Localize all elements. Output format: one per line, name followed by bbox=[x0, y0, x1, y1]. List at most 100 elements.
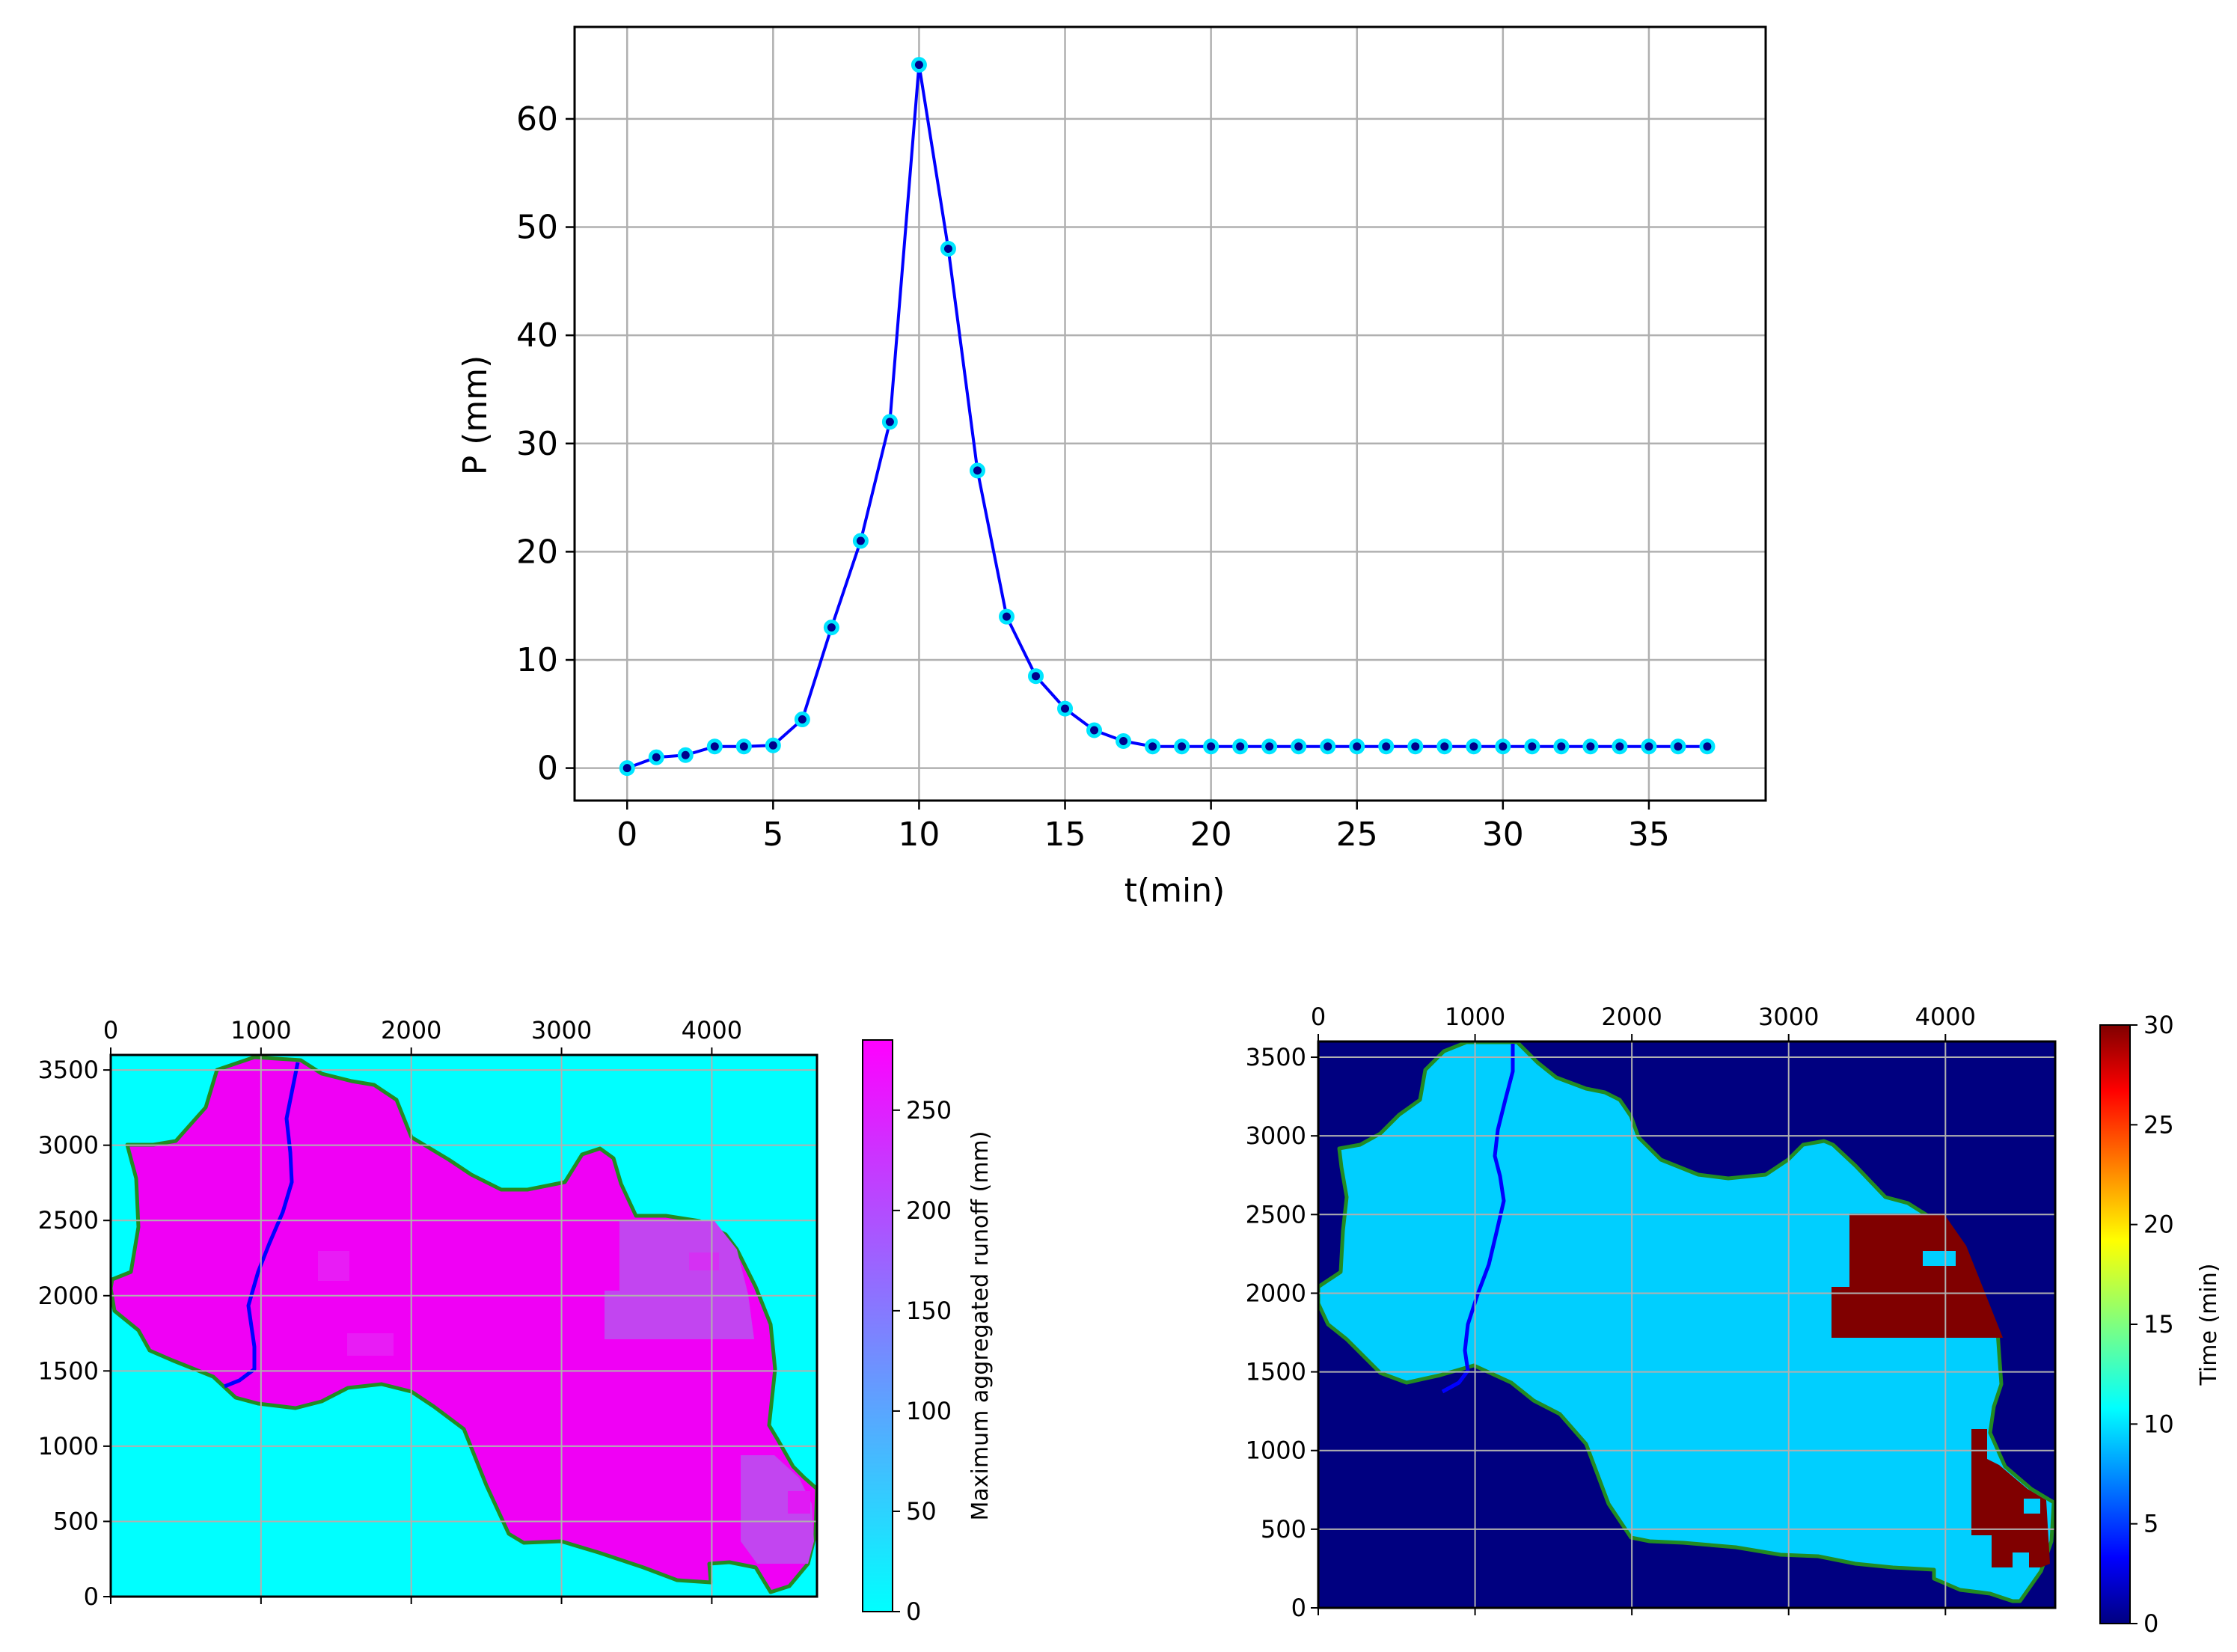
y-tick-label: 1000 bbox=[1246, 1437, 1306, 1465]
map1-grid bbox=[110, 1055, 817, 1597]
x-tick-label: 25 bbox=[1336, 816, 1378, 854]
data-point bbox=[1232, 738, 1249, 755]
y-tick-label: 1500 bbox=[1246, 1358, 1306, 1386]
y-tick-label: 2500 bbox=[1246, 1200, 1306, 1229]
x-tick-label: 10 bbox=[898, 816, 940, 854]
y-tick-label: 1000 bbox=[38, 1432, 99, 1460]
y-tick-label: 0 bbox=[1291, 1594, 1306, 1622]
colorbar-tick-label: 0 bbox=[2143, 1609, 2158, 1638]
colorbar-tick-label: 0 bbox=[906, 1597, 921, 1626]
data-point bbox=[998, 608, 1015, 625]
map1-colorbar-label: Maximum aggregated runoff (mm) bbox=[967, 1131, 994, 1521]
map2-frame bbox=[1317, 1040, 2057, 1609]
map1-colorbar bbox=[862, 1039, 893, 1612]
data-point bbox=[1582, 738, 1599, 755]
colorbar-tick-label: 30 bbox=[2143, 1011, 2174, 1039]
y-tick-label: 10 bbox=[516, 641, 558, 679]
x-tick-label: 20 bbox=[1190, 816, 1232, 854]
y-tick-label: 3500 bbox=[1246, 1043, 1306, 1071]
x-tick-label: 0 bbox=[1311, 1003, 1326, 1031]
map1-x-ticks: 0 1000 2000 3000 4000 bbox=[103, 1016, 742, 1604]
x-tick-label: 0 bbox=[103, 1016, 118, 1044]
data-point bbox=[765, 737, 781, 753]
data-point bbox=[1028, 668, 1044, 685]
y-tick-label: 1500 bbox=[38, 1356, 99, 1385]
runoff-map: 0 1000 2000 3000 4000 0500100015002000250030… bbox=[38, 1016, 994, 1626]
y-tick-label: 20 bbox=[516, 533, 558, 571]
data-point bbox=[794, 712, 810, 728]
y-tick-label: 500 bbox=[53, 1507, 99, 1535]
map1-colorbar-ticks: 0 50 100 150 200 250 bbox=[893, 1096, 952, 1626]
y-tick-label: 3500 bbox=[38, 1056, 99, 1084]
x-tick-label: 30 bbox=[1482, 816, 1524, 854]
y-tick-label: 2000 bbox=[1246, 1279, 1306, 1307]
data-point bbox=[648, 749, 664, 765]
colorbar-tick-label: 250 bbox=[906, 1096, 952, 1125]
chart1-x-ticks: 0 5 10 15 20 25 30 35 bbox=[616, 801, 1670, 854]
y-tick-label: 0 bbox=[537, 750, 558, 788]
y-tick-label: 30 bbox=[516, 425, 558, 463]
map1-stream bbox=[224, 1062, 300, 1389]
data-point bbox=[1116, 732, 1132, 749]
data-point bbox=[1291, 738, 1307, 755]
map2-stream bbox=[1441, 1044, 1515, 1394]
map1-y-ticks: 0 500 1000 1500 2000 2500 3000 3500 bbox=[38, 1056, 111, 1611]
data-point bbox=[1524, 738, 1540, 755]
colorbar-tick-label: 5 bbox=[2143, 1510, 2158, 1538]
data-point bbox=[1466, 738, 1482, 755]
x-tick-label: 4000 bbox=[682, 1016, 742, 1044]
x-tick-label: 5 bbox=[762, 816, 783, 854]
colorbar-tick-label: 100 bbox=[906, 1397, 952, 1425]
series-line bbox=[626, 64, 1707, 770]
y-tick-label: 50 bbox=[516, 209, 558, 247]
x-tick-label: 35 bbox=[1628, 816, 1670, 854]
data-point bbox=[735, 738, 752, 755]
map2-cells-northeast bbox=[1831, 1214, 2003, 1338]
x-tick-label: 4000 bbox=[1915, 1003, 1976, 1031]
colorbar-tick-label: 20 bbox=[2143, 1211, 2174, 1239]
y-tick-label: 3000 bbox=[1246, 1122, 1306, 1150]
data-point bbox=[1670, 738, 1686, 755]
chart1-frame bbox=[573, 25, 1767, 802]
colorbar-tick-label: 200 bbox=[906, 1196, 952, 1225]
map2-colorbar bbox=[2099, 1024, 2131, 1624]
y-axis-label: P (mm) bbox=[456, 355, 495, 476]
map2-cell-inner bbox=[2024, 1499, 2040, 1514]
map1-patch-small bbox=[788, 1491, 810, 1514]
y-tick-label: 0 bbox=[84, 1582, 99, 1611]
data-point bbox=[1612, 738, 1628, 755]
data-point bbox=[940, 240, 956, 257]
map2-colorbar-label: Time (min) bbox=[2196, 1264, 2222, 1386]
y-tick-label: 40 bbox=[516, 316, 558, 355]
x-tick-label: 2000 bbox=[381, 1016, 441, 1044]
data-point bbox=[1553, 738, 1570, 755]
map1-patch-small bbox=[689, 1252, 719, 1270]
y-tick-label: 60 bbox=[516, 100, 558, 138]
map2-cells-southeast bbox=[1971, 1429, 2050, 1567]
y-tick-label: 500 bbox=[1261, 1515, 1306, 1544]
precipitation-chart: 0 5 10 15 20 25 30 35 0 10 20 30 40 50 60 t(min) P (m… bbox=[456, 25, 1767, 910]
series-points bbox=[619, 57, 1716, 777]
map1-patch-northeast bbox=[605, 1221, 754, 1339]
x-tick-label: 1000 bbox=[1445, 1003, 1505, 1031]
map1-lower-runoff-patches bbox=[318, 1221, 814, 1564]
data-point bbox=[677, 747, 694, 763]
data-point bbox=[1174, 738, 1190, 755]
data-point bbox=[1407, 738, 1424, 755]
map1-patch-small bbox=[347, 1333, 394, 1356]
y-tick-label: 2500 bbox=[38, 1206, 99, 1235]
data-point bbox=[1378, 738, 1395, 755]
data-point bbox=[852, 533, 869, 549]
data-point bbox=[1320, 738, 1336, 755]
data-point bbox=[1261, 738, 1278, 755]
colorbar-tick-label: 10 bbox=[2143, 1410, 2174, 1438]
time-map: 0 1000 2000 3000 4000 0 500 1000 1500 2000 2500 30… bbox=[1246, 1003, 2222, 1638]
data-point bbox=[1699, 738, 1716, 755]
data-point bbox=[911, 57, 927, 73]
x-tick-label: 3000 bbox=[1758, 1003, 1819, 1031]
data-point bbox=[823, 620, 839, 636]
colorbar-tick-label: 25 bbox=[2143, 1110, 2174, 1139]
chart1-grid bbox=[575, 27, 1766, 801]
x-tick-label: 3000 bbox=[531, 1016, 592, 1044]
map2-y-ticks: 0 500 1000 1500 2000 2500 3000 3500 bbox=[1246, 1043, 1318, 1622]
